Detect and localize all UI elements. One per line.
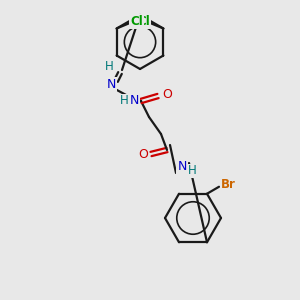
Text: N: N [177,160,187,173]
Text: Cl: Cl [130,15,143,28]
Text: H: H [105,61,113,74]
Text: H: H [188,164,196,178]
Text: N: N [129,94,139,107]
Text: O: O [162,88,172,101]
Text: Cl: Cl [137,15,150,28]
Text: Br: Br [220,178,236,191]
Text: N: N [106,77,116,91]
Text: H: H [120,94,128,107]
Text: O: O [138,148,148,160]
